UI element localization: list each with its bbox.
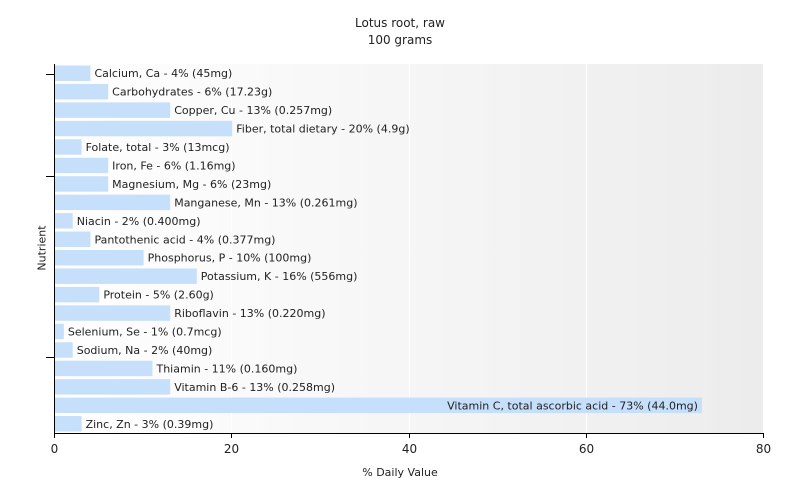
bar-data-label: Copper, Cu - 13% (0.257mg) <box>174 104 332 117</box>
bar <box>55 194 171 211</box>
bar-data-label: Zinc, Zn - 3% (0.39mg) <box>86 418 214 431</box>
bar <box>55 268 197 284</box>
bar-data-label: Niacin - 2% (0.400mg) <box>77 215 201 228</box>
bar <box>55 323 64 340</box>
bar <box>55 157 109 174</box>
bar-data-label: Fiber, total dietary - 20% (4.9g) <box>236 123 409 136</box>
x-tick-label: 40 <box>402 442 417 456</box>
y-axis-label: Nutrient <box>35 225 49 271</box>
bar-data-label: Selenium, Se - 1% (0.7mcg) <box>68 326 222 339</box>
bar-data-label: Potassium, K - 16% (556mg) <box>201 270 358 283</box>
bar <box>55 231 91 247</box>
x-tick-label: 60 <box>579 442 594 456</box>
bar <box>55 65 91 81</box>
bar-data-label: Manganese, Mn - 13% (0.261mg) <box>174 196 357 209</box>
bar-data-label: Riboflavin - 13% (0.220mg) <box>174 307 325 320</box>
bar <box>55 360 153 377</box>
bar-data-label: Iron, Fe - 6% (1.16mg) <box>112 159 235 172</box>
chart-subtitle: 100 grams <box>367 33 433 47</box>
bar-data-label: Phosphorus, P - 10% (100mg) <box>148 252 312 265</box>
plot-area <box>54 64 763 433</box>
x-tick-label: 80 <box>756 442 771 456</box>
bar <box>55 305 171 321</box>
x-axis-label: % Daily Value <box>362 466 438 479</box>
bar <box>55 416 82 432</box>
x-tick-label: 20 <box>224 442 239 456</box>
bar-data-label: Carbohydrates - 6% (17.23g) <box>112 86 272 99</box>
bar-data-label: Pantothenic acid - 4% (0.377mg) <box>94 233 275 246</box>
bar-data-label: Sodium, Na - 2% (40mg) <box>77 344 213 357</box>
bar-data-label: Thiamin - 11% (0.160mg) <box>155 362 297 375</box>
bar-data-label: Folate, total - 3% (13mcg) <box>86 141 230 154</box>
bar-data-label: Calcium, Ca - 4% (45mg) <box>94 67 232 80</box>
bar <box>55 379 171 395</box>
chart-title: Lotus root, raw <box>355 16 445 30</box>
bar-data-label: Vitamin C, total ascorbic acid - 73% (44… <box>447 399 698 412</box>
bar <box>55 102 171 118</box>
bar-data-label: Magnesium, Mg - 6% (23mg) <box>112 178 271 191</box>
bar <box>55 286 100 303</box>
bar <box>55 139 82 155</box>
bar-data-label: Vitamin B-6 - 13% (0.258mg) <box>174 381 335 394</box>
bar <box>55 250 144 266</box>
bar <box>55 213 73 229</box>
bar <box>55 397 702 414</box>
bar <box>55 120 233 137</box>
bar <box>55 176 109 192</box>
bar-data-label: Protein - 5% (2.60g) <box>103 289 214 302</box>
bar <box>55 83 109 100</box>
x-tick-label: 0 <box>51 442 59 456</box>
bar <box>55 342 73 358</box>
